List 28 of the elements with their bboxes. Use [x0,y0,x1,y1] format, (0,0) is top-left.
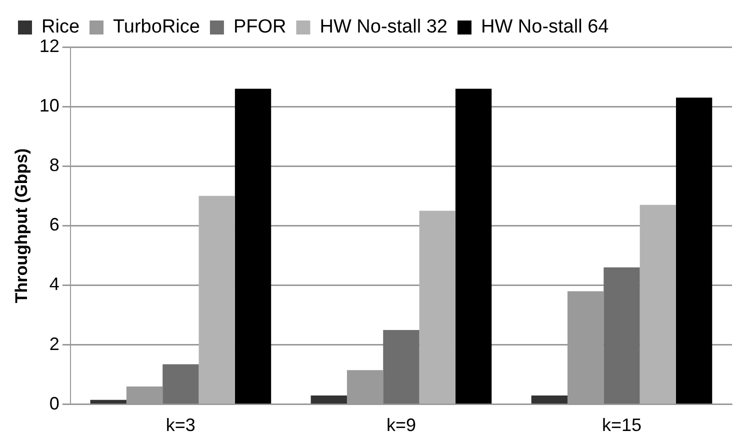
y-axis-title: Throughput (Gbps) [12,148,31,304]
legend-label: HW No-stall 64 [480,16,610,38]
bar [676,98,712,404]
bar [531,395,568,404]
y-tick-label: 8 [49,155,60,176]
bar [383,330,420,404]
y-tick-label: 6 [49,214,60,235]
y-tick-label: 10 [39,96,60,116]
legend-label: TurboRice [113,16,200,38]
bar [310,395,347,404]
bar [234,88,272,404]
legend-label: PFOR [233,16,286,38]
y-tick-label: 12 [39,36,60,56]
x-tick-label: k=9 [386,415,416,436]
y-tick-label: 0 [49,393,60,414]
legend-label: Rice [42,16,80,38]
bar [419,210,456,404]
x-tick-label: k=3 [166,415,196,436]
bar [640,204,676,404]
bar [198,196,235,404]
bar [90,400,126,404]
bar [162,364,199,404]
bar [604,267,640,404]
x-tick-label: k=15 [602,415,642,436]
legend-label: HW No-stall 32 [320,16,448,38]
y-tick-label: 4 [49,274,60,294]
y-tick-label: 2 [49,334,60,354]
bar [455,88,492,404]
